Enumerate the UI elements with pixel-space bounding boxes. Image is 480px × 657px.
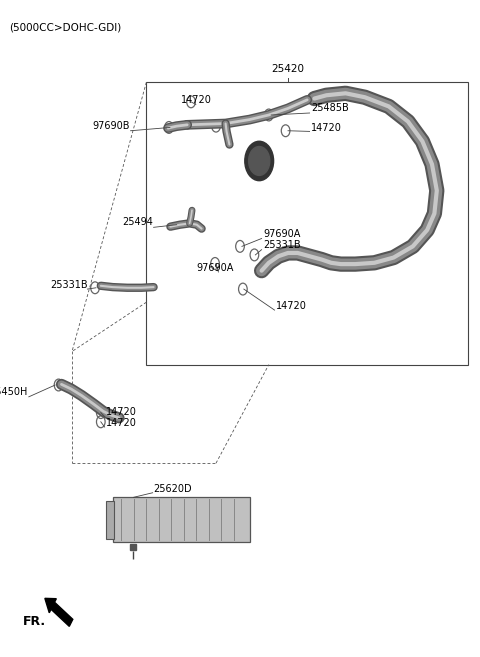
Text: 97690B: 97690B — [92, 122, 130, 131]
Text: 97690A: 97690A — [197, 263, 234, 273]
Text: FR.: FR. — [23, 615, 46, 628]
Text: 97690A: 97690A — [263, 229, 300, 239]
Text: 25450H: 25450H — [0, 388, 28, 397]
Text: 25331B: 25331B — [51, 280, 88, 290]
Text: 25331B: 25331B — [263, 240, 300, 250]
Text: 14720: 14720 — [311, 123, 342, 133]
Bar — [106, 501, 114, 539]
Text: (5000CC>DOHC-GDI): (5000CC>DOHC-GDI) — [10, 23, 122, 33]
Text: 25494: 25494 — [122, 217, 153, 227]
Circle shape — [245, 141, 274, 181]
Text: 14720: 14720 — [106, 418, 136, 428]
Text: 25485B: 25485B — [311, 103, 349, 113]
Bar — [146, 82, 468, 365]
Circle shape — [249, 147, 270, 175]
Text: 14720: 14720 — [276, 301, 307, 311]
Text: 25420: 25420 — [272, 64, 304, 74]
Text: 14720: 14720 — [106, 407, 136, 417]
FancyArrow shape — [45, 599, 73, 626]
Text: 14720: 14720 — [181, 95, 212, 105]
Bar — [113, 497, 250, 542]
Text: 25620D: 25620D — [154, 484, 192, 494]
